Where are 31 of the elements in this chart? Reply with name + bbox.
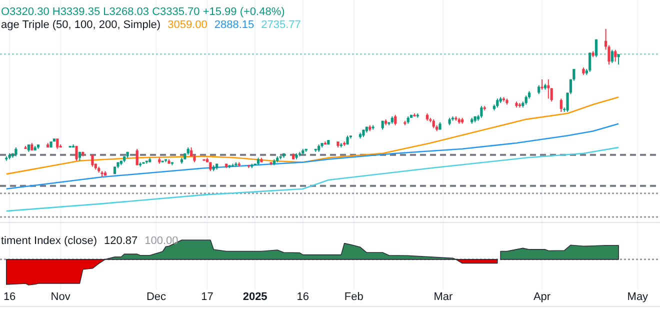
chart-title: O3320.30 H3339.35 L3268.03 C3335.70 +15.99 (+0.48%) bbox=[1, 6, 285, 18]
candlestick bbox=[617, 54, 620, 66]
annotation: 100.00 bbox=[144, 235, 178, 247]
x-tick-label: Dec bbox=[146, 291, 167, 303]
x-tick-label: 16 bbox=[296, 291, 310, 303]
x-tick-label: 16 bbox=[3, 291, 16, 303]
candlestick bbox=[610, 49, 614, 64]
candlestick bbox=[75, 145, 78, 162]
text: 2735.77 bbox=[261, 19, 301, 31]
x-tick-label: May bbox=[627, 291, 649, 303]
candlestick bbox=[566, 92, 569, 112]
x-tick-label: Mar bbox=[434, 291, 453, 303]
candlestick bbox=[540, 78, 544, 90]
x-tick-label: 17 bbox=[201, 291, 214, 303]
text: 3059.00 bbox=[168, 19, 208, 31]
candlestick bbox=[56, 138, 59, 150]
chart-title: timent Index (close) bbox=[1, 235, 97, 247]
x-tick-label: 2025 bbox=[242, 291, 268, 303]
x-tick-label: Apr bbox=[533, 291, 551, 303]
candlestick bbox=[614, 49, 617, 62]
x-tick-label: Nov bbox=[50, 291, 71, 303]
chart-subtitle: age Triple (50, 100, 200, Simple) bbox=[1, 19, 161, 31]
text: 2888.15 bbox=[214, 19, 254, 31]
annotation: 120.87 bbox=[104, 235, 138, 247]
candlestick bbox=[588, 52, 592, 72]
candlestick bbox=[394, 114, 397, 126]
candlestick bbox=[594, 38, 598, 58]
x-tick-label: Feb bbox=[344, 291, 364, 303]
candlestick bbox=[560, 98, 562, 112]
candlestick bbox=[136, 148, 138, 166]
candlestick bbox=[480, 105, 483, 118]
